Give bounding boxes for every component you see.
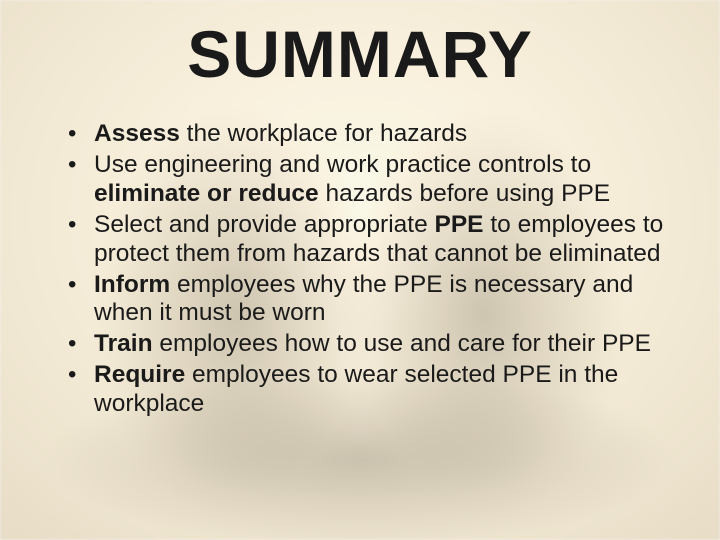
bullet-item: Use engineering and work practice contro…: [68, 151, 672, 209]
bullet-bold-text: Inform: [94, 271, 170, 298]
bullet-text: employees why the PPE is necessary and w…: [94, 271, 633, 327]
bullet-bold-text: PPE: [435, 211, 484, 238]
bullet-bold-text: Require: [94, 361, 185, 388]
bullet-item: Assess the workplace for hazards: [68, 120, 672, 149]
bullet-text: hazards before using PPE: [319, 180, 610, 207]
bullet-item: Inform employees why the PPE is necessar…: [68, 271, 672, 329]
bullet-bold-text: eliminate or reduce: [94, 180, 319, 207]
bullet-item: Train employees how to use and care for …: [68, 330, 672, 359]
bullet-bold-text: Train: [94, 330, 153, 357]
bullet-text: the workplace for hazards: [180, 120, 467, 147]
bullet-text: Use engineering and work practice contro…: [94, 151, 591, 178]
bullet-text: employees how to use and care for their …: [153, 330, 651, 357]
slide-title: SUMMARY: [48, 16, 672, 92]
bullet-item: Select and provide appropriate PPE to em…: [68, 211, 672, 269]
bullet-item: Require employees to wear selected PPE i…: [68, 361, 672, 419]
slide-container: SUMMARY Assess the workplace for hazards…: [0, 0, 720, 540]
bullet-list: Assess the workplace for hazardsUse engi…: [48, 120, 672, 419]
bullet-bold-text: Assess: [94, 120, 180, 147]
bullet-text: Select and provide appropriate: [94, 211, 435, 238]
